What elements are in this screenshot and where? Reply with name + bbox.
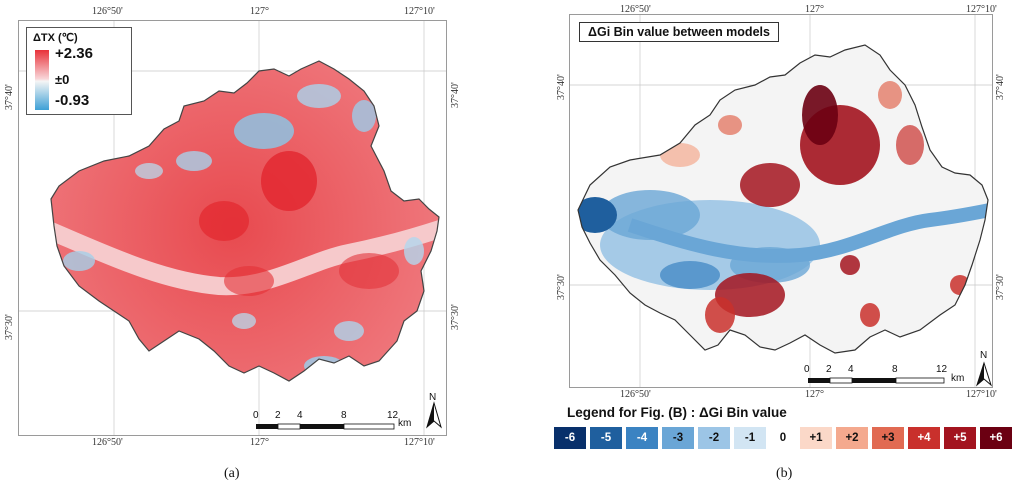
legend-b-bin: 0 <box>779 432 787 444</box>
map-a-coord-bottom-2: 127° <box>250 437 269 448</box>
legend-b-bin: -2 <box>698 427 730 449</box>
legend-b-bin: -4 <box>626 427 658 449</box>
map-b-coord-right-1: 37°40' <box>995 74 1006 100</box>
map-b-frame <box>569 14 993 388</box>
map-a-coord-top-3: 127°10' <box>404 6 435 17</box>
map-b-coord-left-2: 37°30' <box>556 274 567 300</box>
map-a-scale-2: 2 <box>275 410 281 421</box>
map-b-scale-unit: km <box>951 373 965 384</box>
legend-b-bin: -5 <box>590 427 622 449</box>
map-b-coord-top-2: 127° <box>805 4 824 15</box>
legend-b-bin: +1 <box>800 427 832 449</box>
map-a-coord-left-2: 37°30' <box>4 314 15 340</box>
map-b-title: ΔGi Bin value between models <box>579 22 779 42</box>
map-b-scale-2: 2 <box>826 364 832 375</box>
map-b-scale-bar <box>808 377 945 384</box>
map-a-scale-0: 0 <box>253 410 259 421</box>
map-a-coord-top-1: 126°50' <box>92 6 123 17</box>
map-a-scale-bar <box>256 423 395 430</box>
map-a-coord-left-1: 37°40' <box>4 84 15 110</box>
map-a-legend-min: -0.93 <box>55 92 90 109</box>
legend-b-bin: +5 <box>944 427 976 449</box>
caption-a: (a) <box>224 466 240 481</box>
legend-b-bin: -3 <box>662 427 694 449</box>
map-a-legend-max: +2.36 <box>55 45 93 62</box>
map-a-coord-top-2: 127° <box>250 6 269 17</box>
map-a-frame <box>18 20 447 436</box>
map-b-coord-bottom-1: 126°50' <box>620 389 651 400</box>
legend-b-bin: -1 <box>734 427 766 449</box>
map-a-scale-8: 8 <box>341 410 347 421</box>
map-a-scale-4: 4 <box>297 410 303 421</box>
map-a-legend-title: ΔTX (℃) <box>33 32 78 44</box>
map-b-coord-bottom-2: 127° <box>805 389 824 400</box>
map-a-legend-color-ramp <box>35 50 49 110</box>
map-a-coord-bottom-1: 126°50' <box>92 437 123 448</box>
map-b-north-arrow-icon <box>975 361 992 387</box>
map-b-scale-4: 4 <box>848 364 854 375</box>
map-a-coord-bottom-3: 127°10' <box>404 437 435 448</box>
legend-b-bin: +4 <box>908 427 940 449</box>
map-a-coord-right-1: 37°40' <box>450 82 461 108</box>
map-b-north-label: N <box>980 350 988 361</box>
map-a-coord-right-2: 37°30' <box>450 304 461 330</box>
map-b-gi-bin-map <box>570 15 992 387</box>
map-b-coord-right-2: 37°30' <box>995 274 1006 300</box>
map-b-scale-0: 0 <box>804 364 810 375</box>
map-b-coord-top-1: 126°50' <box>620 4 651 15</box>
map-a-seoul-heat-map <box>19 21 446 435</box>
legend-b-bins: -6 -5 -4 -3 -2 -1 0 +1 +2 +3 +4 +5 +6 <box>554 427 1016 449</box>
caption-b: (b) <box>776 466 793 481</box>
map-a-scale-unit: km <box>398 418 412 429</box>
map-b-scale-12: 12 <box>936 364 948 375</box>
map-a-scale-12: 12 <box>387 410 399 421</box>
map-a-north-arrow-icon <box>426 401 442 429</box>
map-b-coord-bottom-3: 127°10' <box>966 389 997 400</box>
legend-b-bin: +2 <box>836 427 868 449</box>
legend-b-title: Legend for Fig. (B) : ΔGi Bin value <box>567 405 787 420</box>
map-a-legend-mid: ±0 <box>55 72 70 87</box>
legend-b-bin: +3 <box>872 427 904 449</box>
map-b-scale-8: 8 <box>892 364 898 375</box>
map-b-coord-top-3: 127°10' <box>966 4 997 15</box>
map-a-legend: ΔTX (℃) +2.36 ±0 -0.93 <box>26 27 132 115</box>
map-b-coord-left-1: 37°40' <box>556 74 567 100</box>
legend-b-bin: +6 <box>980 427 1012 449</box>
map-a-north-label: N <box>429 392 437 403</box>
legend-b-bin: -6 <box>554 427 586 449</box>
